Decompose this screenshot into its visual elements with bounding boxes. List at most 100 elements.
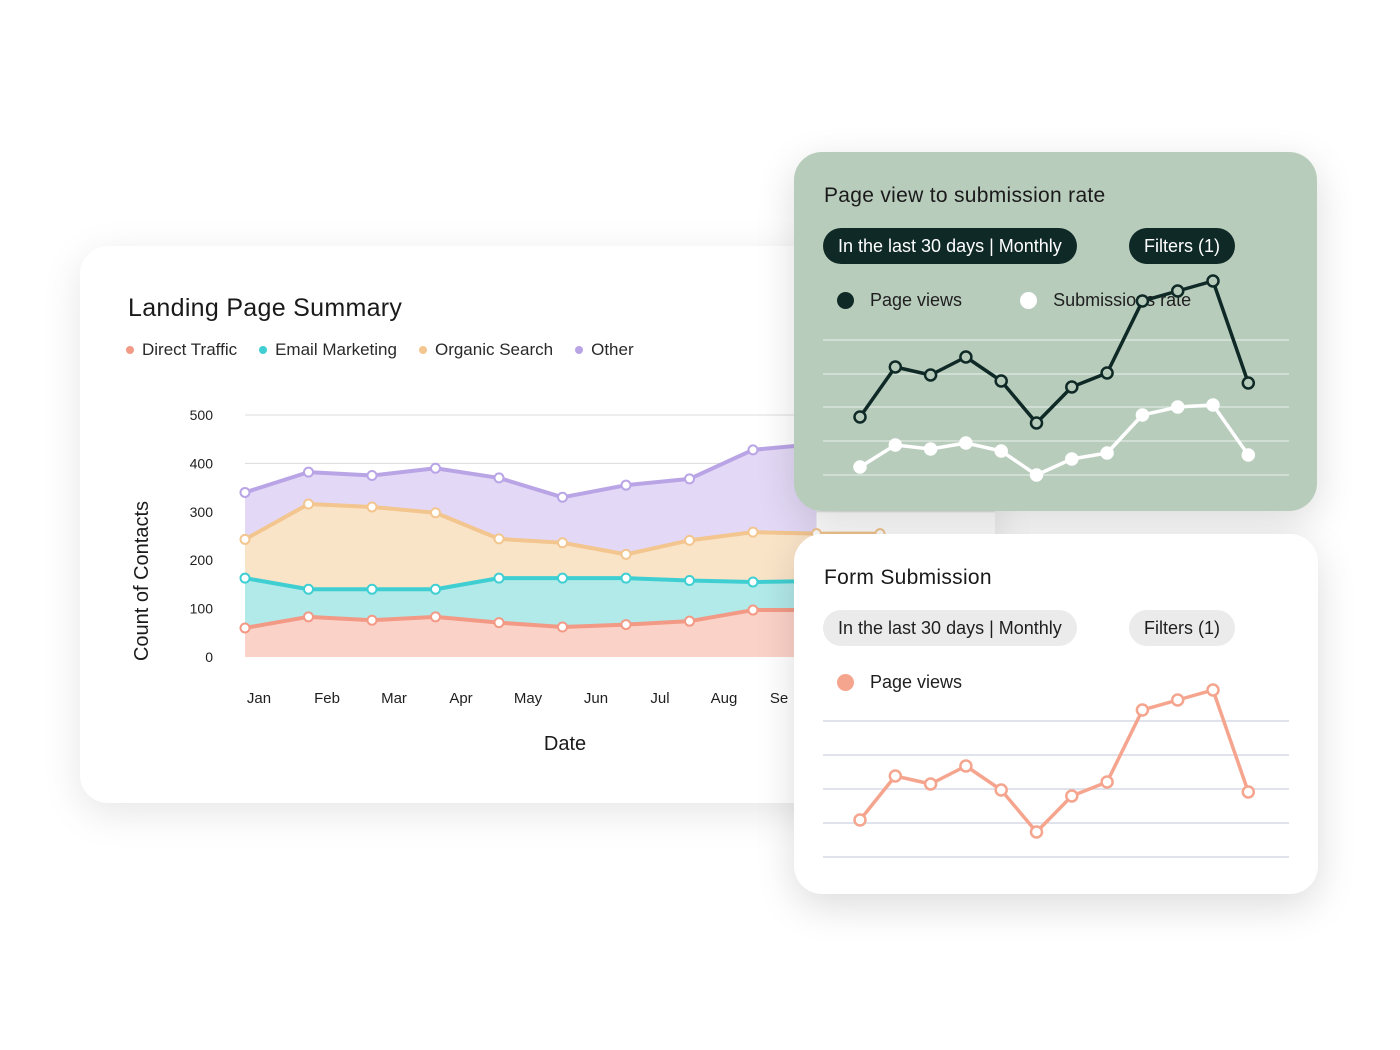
legend-label: Page views bbox=[870, 290, 963, 310]
x-tick-label: Jan bbox=[247, 690, 271, 707]
data-point-page-views bbox=[1029, 825, 1044, 839]
legend-item-submissions-rate[interactable]: Submissions rate bbox=[1020, 290, 1191, 311]
data-point-submissions-rate bbox=[1241, 448, 1256, 462]
x-tick-label: Apr bbox=[449, 690, 472, 707]
data-point-page-views bbox=[1100, 775, 1114, 789]
legend-label: Organic Search bbox=[434, 340, 554, 359]
series-line-email-marketing bbox=[244, 576, 817, 592]
landing-legend: Direct Traffic Email Marketing Organic S… bbox=[126, 340, 634, 360]
data-point-organic-search bbox=[366, 501, 378, 513]
legend-item-email-marketing[interactable]: Email Marketing bbox=[259, 340, 397, 360]
data-point-page-views bbox=[1206, 274, 1220, 288]
data-point-organic-search bbox=[303, 498, 314, 510]
data-point-page-views bbox=[1206, 683, 1220, 697]
series-line-submissions-rate bbox=[859, 403, 1250, 477]
legend-dot-icon bbox=[418, 346, 427, 354]
data-point-page-views bbox=[959, 350, 973, 364]
legend-label: Other bbox=[591, 340, 634, 359]
data-point-submissions-rate bbox=[1029, 468, 1044, 482]
data-point-page-views bbox=[994, 374, 1008, 388]
period-filter-button[interactable]: In the last 30 days | Monthly bbox=[823, 228, 1077, 264]
data-point-submissions-rate bbox=[853, 460, 867, 474]
series-line-other bbox=[244, 442, 817, 500]
data-point-submissions-rate bbox=[1135, 408, 1150, 422]
y-tick-label: 0 bbox=[205, 649, 213, 665]
legend-label: Direct Traffic bbox=[142, 340, 238, 359]
data-point-email-marketing bbox=[620, 572, 632, 584]
data-point-submissions-rate bbox=[1206, 398, 1220, 412]
legend-label: Email Marketing bbox=[275, 340, 397, 359]
legend-dot-icon bbox=[837, 292, 854, 309]
data-point-organic-search bbox=[430, 507, 441, 519]
x-tick-label: Se bbox=[770, 690, 788, 707]
data-point-other bbox=[684, 473, 695, 485]
y-tick-label: 300 bbox=[190, 504, 214, 520]
data-point-page-views bbox=[1241, 785, 1256, 799]
data-point-submissions-rate bbox=[959, 436, 973, 450]
data-point-other bbox=[239, 486, 251, 498]
data-point-submissions-rate bbox=[994, 444, 1008, 458]
legend-item-direct-traffic[interactable]: Direct Traffic bbox=[126, 340, 237, 360]
y-tick-label: 500 bbox=[190, 407, 214, 423]
data-point-page-views bbox=[1135, 294, 1150, 308]
legend-item-page-views[interactable]: Page views bbox=[837, 290, 962, 311]
data-point-page-views bbox=[1135, 703, 1150, 717]
data-point-page-views bbox=[994, 783, 1008, 797]
data-point-email-marketing bbox=[239, 572, 251, 584]
data-point-other bbox=[620, 479, 632, 491]
legend-dot-icon bbox=[575, 346, 584, 354]
data-point-page-views bbox=[923, 368, 938, 382]
x-tick-label: Jul bbox=[650, 690, 669, 707]
legend-dot-icon bbox=[837, 674, 854, 691]
legend-item-organic-search[interactable]: Organic Search bbox=[418, 340, 554, 360]
x-tick-label: Jun bbox=[584, 690, 608, 707]
legend-dot-icon bbox=[1020, 292, 1038, 309]
data-point-page-views bbox=[1065, 380, 1079, 394]
data-point-page-views bbox=[853, 813, 867, 827]
data-point-page-views bbox=[1065, 789, 1079, 803]
legend-label: Submissions rate bbox=[1053, 290, 1192, 310]
series-line-page-views bbox=[858, 688, 1250, 834]
data-point-direct-traffic bbox=[493, 617, 505, 629]
data-point-email-marketing bbox=[303, 583, 314, 595]
form-legend: Page views bbox=[837, 672, 962, 693]
data-point-submissions-rate bbox=[888, 438, 903, 452]
data-point-submissions-rate bbox=[1065, 452, 1079, 466]
data-point-organic-search bbox=[239, 533, 251, 545]
data-point-other bbox=[557, 491, 568, 503]
data-point-page-views bbox=[888, 769, 903, 783]
series-area-direct-traffic bbox=[245, 610, 817, 657]
series-area-other bbox=[245, 444, 817, 555]
data-point-email-marketing bbox=[747, 576, 759, 588]
data-point-direct-traffic bbox=[747, 604, 759, 616]
x-tick-label: Mar bbox=[381, 690, 407, 707]
y-axis-label: Count of Contacts bbox=[131, 501, 153, 661]
landing-summary-title: Landing Page Summary bbox=[128, 294, 403, 322]
filters-button[interactable]: Filters (1) bbox=[1129, 610, 1235, 646]
data-point-other bbox=[303, 466, 314, 478]
landing-area-chart: 0 100 200 300 400 500 Jan Feb Mar Apr May Jun Jul Aug… bbox=[131, 407, 995, 755]
data-point-page-views bbox=[1241, 376, 1256, 390]
series-line-page-views bbox=[858, 279, 1250, 425]
y-tick-label: 400 bbox=[190, 455, 214, 471]
data-point-email-marketing bbox=[557, 572, 568, 584]
data-point-other bbox=[366, 470, 378, 481]
data-point-page-views bbox=[959, 759, 973, 773]
x-axis-label: Date bbox=[544, 733, 586, 755]
form-submission-card: Form Submission In the last 30 days | Mo… bbox=[794, 534, 1318, 894]
data-point-direct-traffic bbox=[303, 611, 314, 623]
data-point-page-views bbox=[1170, 284, 1185, 298]
data-point-submissions-rate bbox=[1170, 400, 1185, 414]
filters-button[interactable]: Filters (1) bbox=[1129, 228, 1235, 264]
legend-item-other[interactable]: Other bbox=[575, 340, 634, 360]
legend-dot-icon bbox=[126, 346, 134, 354]
data-point-other bbox=[747, 444, 759, 456]
period-filter-button[interactable]: In the last 30 days | Monthly bbox=[823, 610, 1077, 646]
legend-item-page-views[interactable]: Page views bbox=[837, 672, 962, 693]
data-point-direct-traffic bbox=[366, 614, 378, 626]
y-tick-label: 100 bbox=[190, 601, 214, 617]
data-point-direct-traffic bbox=[684, 615, 695, 627]
data-point-submissions-rate bbox=[1100, 446, 1114, 460]
data-point-direct-traffic bbox=[557, 621, 568, 633]
data-point-email-marketing bbox=[366, 583, 378, 595]
